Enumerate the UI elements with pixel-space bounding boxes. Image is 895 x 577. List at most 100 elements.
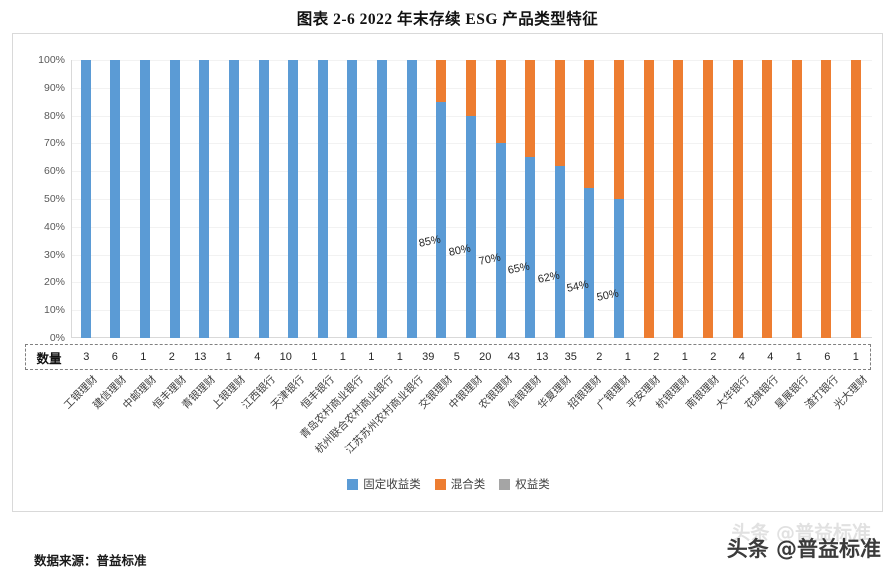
bar-column[interactable] bbox=[219, 60, 249, 338]
y-axis-tick: 80% bbox=[43, 109, 65, 122]
quantity-cell: 1 bbox=[795, 351, 802, 363]
bar-column[interactable] bbox=[190, 60, 220, 338]
bar-segment[interactable] bbox=[732, 60, 743, 338]
bar-column[interactable] bbox=[308, 60, 338, 338]
legend-label: 固定收益类 bbox=[363, 479, 421, 491]
quantity-cell: 3 bbox=[83, 351, 90, 363]
bar-segment[interactable] bbox=[436, 60, 447, 102]
bar-stack bbox=[110, 60, 121, 338]
bar-column[interactable]: 80% bbox=[448, 60, 486, 338]
legend-item[interactable]: 权益类 bbox=[499, 476, 550, 492]
bar-column[interactable] bbox=[130, 60, 160, 338]
quantity-cell: 4 bbox=[767, 351, 774, 363]
bar-column[interactable]: 62% bbox=[537, 60, 575, 338]
bar-segment[interactable] bbox=[702, 60, 713, 338]
bar-segment[interactable] bbox=[584, 187, 595, 338]
bar-segment[interactable] bbox=[228, 60, 239, 338]
bar-segment[interactable] bbox=[762, 60, 773, 338]
bar-segment[interactable] bbox=[465, 115, 476, 338]
bar-segment[interactable] bbox=[465, 60, 476, 116]
bar-column[interactable] bbox=[101, 60, 131, 338]
bar-column[interactable] bbox=[338, 60, 368, 338]
bar-stack bbox=[791, 60, 802, 338]
bar-stack bbox=[762, 60, 773, 338]
bar-segment[interactable] bbox=[288, 60, 299, 338]
y-axis-tick: 10% bbox=[43, 304, 65, 317]
bar-stack bbox=[436, 60, 447, 338]
bar-column[interactable] bbox=[634, 60, 664, 338]
bar-segment[interactable] bbox=[258, 60, 269, 338]
bar-segment[interactable] bbox=[169, 60, 180, 338]
bar-segment[interactable] bbox=[554, 60, 565, 166]
legend-swatch-icon bbox=[347, 478, 359, 490]
quantity-cell: 2 bbox=[168, 351, 175, 363]
bar-column[interactable] bbox=[752, 60, 782, 338]
quantity-cell: 10 bbox=[279, 351, 292, 363]
bar-segment[interactable] bbox=[80, 60, 91, 338]
legend-item[interactable]: 混合类 bbox=[434, 476, 485, 492]
quantity-cell: 1 bbox=[311, 351, 318, 363]
bar-stack bbox=[614, 60, 625, 338]
bar-stack bbox=[495, 60, 506, 338]
y-axis-tick: 20% bbox=[43, 276, 65, 289]
quantity-cell: 2 bbox=[710, 351, 717, 363]
bar-column[interactable] bbox=[71, 60, 101, 338]
bar-segment[interactable] bbox=[199, 60, 210, 338]
bar-column[interactable]: 70% bbox=[477, 60, 516, 338]
bar-column[interactable] bbox=[397, 60, 427, 338]
bar-stack bbox=[377, 60, 388, 338]
bar-column[interactable]: 85% bbox=[418, 60, 457, 338]
bar-column[interactable]: 50% bbox=[596, 60, 634, 338]
bar-column[interactable] bbox=[160, 60, 190, 338]
legend-swatch-icon bbox=[434, 478, 446, 490]
bar-column[interactable] bbox=[812, 60, 842, 338]
page-title: 图表 2-6 2022 年末存续 ESG 产品类型特征 bbox=[296, 11, 599, 28]
bar-segment[interactable] bbox=[614, 60, 625, 199]
quantity-cell: 2 bbox=[596, 351, 603, 363]
bar-column[interactable] bbox=[278, 60, 308, 338]
bar-segment[interactable] bbox=[377, 60, 388, 338]
bar-column[interactable] bbox=[693, 60, 723, 338]
chart-container: 100% 90% 80% 70% 60% 50% 40% 30% 20% 10% 0% 85% 80%… bbox=[12, 33, 883, 512]
bar-segment[interactable] bbox=[317, 60, 328, 338]
bar-stack bbox=[258, 60, 269, 338]
y-axis-tick: 30% bbox=[43, 248, 65, 261]
quantity-cell: 1 bbox=[624, 351, 631, 363]
bar-segment[interactable] bbox=[495, 143, 506, 338]
y-axis-tick: 0% bbox=[49, 332, 65, 344]
bar-segment[interactable] bbox=[821, 60, 832, 338]
quantity-cell: 39 bbox=[422, 351, 435, 363]
bar-stack bbox=[169, 60, 180, 338]
bar-segment[interactable] bbox=[406, 60, 417, 338]
bar-segment[interactable] bbox=[554, 165, 565, 338]
y-axis: 100% 90% 80% 70% 60% 50% 40% 30% 20% 10% 0% bbox=[25, 54, 69, 344]
bar-segment[interactable] bbox=[525, 157, 536, 338]
bar-segment[interactable] bbox=[110, 60, 121, 338]
bar-segment[interactable] bbox=[140, 60, 151, 338]
bar-column[interactable] bbox=[367, 60, 397, 338]
quantity-cell: 2 bbox=[653, 351, 660, 363]
bar-segment[interactable] bbox=[791, 60, 802, 338]
bar-column[interactable] bbox=[782, 60, 812, 338]
bar-segment[interactable] bbox=[525, 60, 536, 158]
bar-segment[interactable] bbox=[673, 60, 684, 338]
y-axis-tick: 40% bbox=[43, 220, 65, 233]
bar-segment[interactable] bbox=[614, 199, 625, 338]
bar-segment[interactable] bbox=[851, 60, 862, 338]
bar-segment[interactable] bbox=[495, 60, 506, 144]
bar-segment[interactable] bbox=[643, 60, 654, 338]
bar-column[interactable] bbox=[249, 60, 279, 338]
bar-column[interactable] bbox=[841, 60, 871, 338]
plot-wrapper: 85% 80% 70% 65% 62% 54% 50% bbox=[71, 60, 872, 338]
bar-column[interactable] bbox=[664, 60, 694, 338]
bar-column[interactable] bbox=[723, 60, 753, 338]
bar-column[interactable]: 65% bbox=[507, 60, 545, 338]
y-axis-tick: 100% bbox=[38, 54, 65, 66]
watermark-ghost: 头条 @普益标准 bbox=[731, 522, 871, 544]
bar-column[interactable]: 54% bbox=[566, 60, 605, 338]
bar-segment[interactable] bbox=[436, 101, 447, 338]
legend-item[interactable]: 固定收益类 bbox=[347, 476, 421, 492]
bar-segment[interactable] bbox=[347, 60, 358, 338]
bar-stack bbox=[702, 60, 713, 338]
bar-segment[interactable] bbox=[584, 60, 595, 188]
